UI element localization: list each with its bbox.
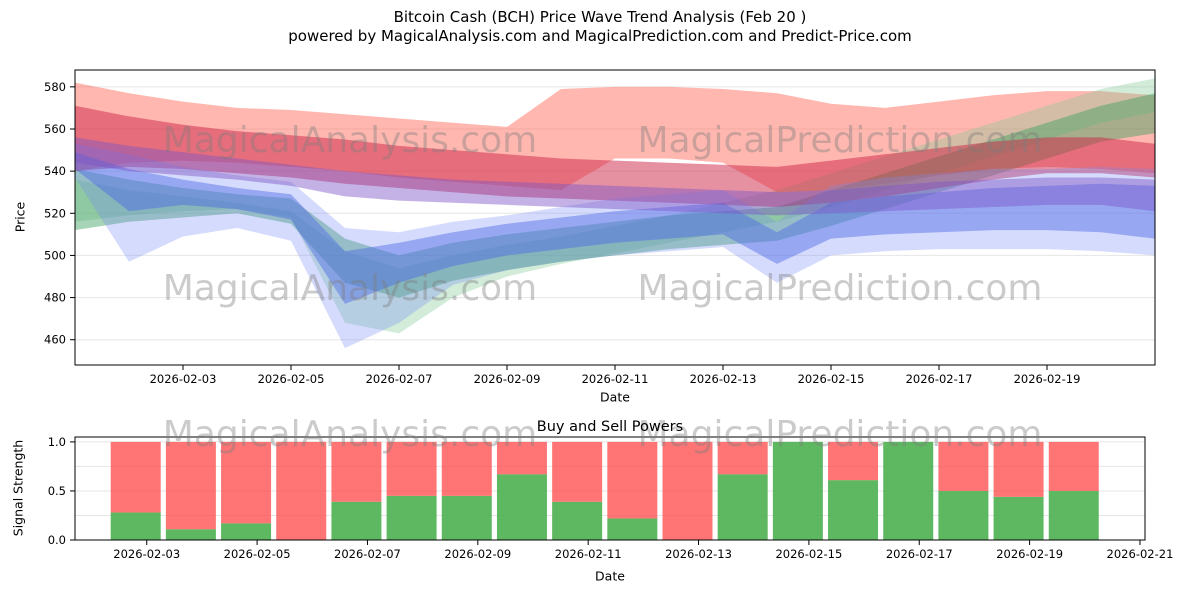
- x-tick-label: 2026-02-07: [334, 547, 401, 561]
- x-tick-label: 2026-02-09: [474, 372, 541, 386]
- sell-bar: [441, 441, 492, 496]
- signal-plot-border: [74, 436, 1146, 541]
- price-axis-label: Price: [12, 201, 28, 233]
- y-tick-label: 480: [44, 291, 66, 305]
- signal-ticks: 0.0 0.5 1.0 2026-02-03 2026-02-05 2026-02-07 2…: [48, 435, 1174, 561]
- buy-bar: [165, 529, 216, 540]
- x-tick-label: 2026-02-05: [258, 372, 325, 386]
- buy-bar: [110, 512, 161, 540]
- sell-bar: [386, 441, 437, 496]
- y-tick-label: 460: [44, 333, 66, 347]
- date-axis-label-bottom: Date: [595, 568, 625, 584]
- y-tick-label: 500: [44, 248, 66, 262]
- y-tick-label: 0.0: [48, 533, 66, 547]
- y-tick-label: 580: [44, 80, 66, 94]
- y-tick-label: 540: [44, 164, 66, 178]
- x-tick-label: 2026-02-17: [906, 372, 973, 386]
- x-tick-label: 2026-02-09: [444, 547, 511, 561]
- buy-bar: [772, 441, 823, 540]
- buy-bar: [717, 474, 768, 540]
- buy-bar: [386, 495, 437, 540]
- x-tick-label: 2026-02-15: [798, 372, 865, 386]
- sell-bar: [828, 441, 879, 481]
- x-tick-label: 2026-02-13: [690, 372, 757, 386]
- x-tick-label: 2026-02-21: [1107, 547, 1174, 561]
- x-tick-label: 2026-02-05: [224, 547, 291, 561]
- buy-bar: [552, 501, 603, 540]
- watermark-text: MagicalPrediction.com: [638, 268, 1043, 309]
- date-axis-label-top: Date: [600, 389, 630, 405]
- x-tick-label: 2026-02-03: [150, 372, 217, 386]
- watermarks: MagicalAnalysis.com MagicalPrediction.com…: [163, 120, 1043, 455]
- buy-bar: [607, 518, 658, 540]
- buy-bar: [938, 490, 989, 540]
- sell-bar: [607, 441, 658, 519]
- x-tick-label: 2026-02-07: [366, 372, 433, 386]
- watermark-text: MagicalAnalysis.com: [163, 120, 537, 161]
- signal-chart-title: Buy and Sell Powers: [536, 419, 684, 435]
- sell-bar: [221, 441, 272, 524]
- price-bands: [75, 78, 1155, 349]
- x-tick-label: 2026-02-19: [996, 547, 1063, 561]
- buy-bar: [1048, 490, 1099, 540]
- buy-bar: [883, 441, 934, 540]
- page-title-line2: powered by MagicalAnalysis.com and Magic…: [288, 27, 912, 45]
- x-tick-label: 2026-02-19: [1014, 372, 1081, 386]
- y-tick-label: 0.5: [48, 484, 66, 498]
- band-momentum-band: [75, 152, 1155, 304]
- y-tick-label: 1.0: [48, 435, 66, 449]
- y-tick-label: 520: [44, 206, 66, 220]
- sell-bar: [165, 441, 216, 530]
- x-tick-label: 2026-02-11: [555, 547, 622, 561]
- x-tick-label: 2026-02-17: [886, 547, 953, 561]
- watermark-text: MagicalAnalysis.com: [163, 268, 537, 309]
- x-tick-label: 2026-02-03: [113, 547, 180, 561]
- buy-bar: [993, 496, 1044, 540]
- buy-bar: [221, 523, 272, 540]
- price-ticks: 460 480 500 520 540 560 580 2026-02-03 2026-02-0…: [44, 80, 1080, 386]
- sell-bar: [1048, 441, 1099, 491]
- x-tick-label: 2026-02-15: [775, 547, 842, 561]
- band-sell-zone-core: [75, 105, 1155, 207]
- x-tick-label: 2026-02-11: [582, 372, 649, 386]
- y-tick-label: 560: [44, 122, 66, 136]
- buy-bar: [828, 480, 879, 540]
- signal-axis-label: Signal Strength: [10, 439, 26, 537]
- watermark-text: MagicalPrediction.com: [638, 414, 1043, 455]
- price-chart: 460 480 500 520 540 560 580 2026-02-03 2026-02-0…: [44, 69, 1156, 386]
- band-buy-zone: [75, 93, 1155, 298]
- sell-bar: [110, 441, 161, 513]
- band-buy-zone-light: [75, 78, 1155, 334]
- band-trend-band-purple: [75, 137, 1155, 216]
- sell-bar: [496, 441, 547, 475]
- x-tick-label: 2026-02-13: [665, 547, 732, 561]
- sell-bar: [717, 441, 768, 475]
- sell-bar: [552, 441, 603, 502]
- sell-bar: [276, 441, 327, 540]
- sell-bar: [993, 441, 1044, 497]
- signal-bars: [110, 441, 1099, 540]
- watermark-text: MagicalPrediction.com: [638, 120, 1043, 161]
- buy-bar: [331, 501, 382, 540]
- band-momentum-band-light: [75, 143, 1155, 349]
- sell-bar: [662, 441, 713, 540]
- sell-bar: [331, 441, 382, 502]
- sell-bar: [938, 441, 989, 491]
- price-grid: [75, 86, 1155, 341]
- signal-chart: 0.0 0.5 1.0 2026-02-03 2026-02-05 2026-02-07 2…: [48, 435, 1174, 561]
- buy-bar: [496, 474, 547, 540]
- page-title-line1: Bitcoin Cash (BCH) Price Wave Trend Anal…: [393, 8, 807, 26]
- watermark-text: MagicalAnalysis.com: [163, 414, 537, 455]
- buy-bar: [441, 495, 492, 540]
